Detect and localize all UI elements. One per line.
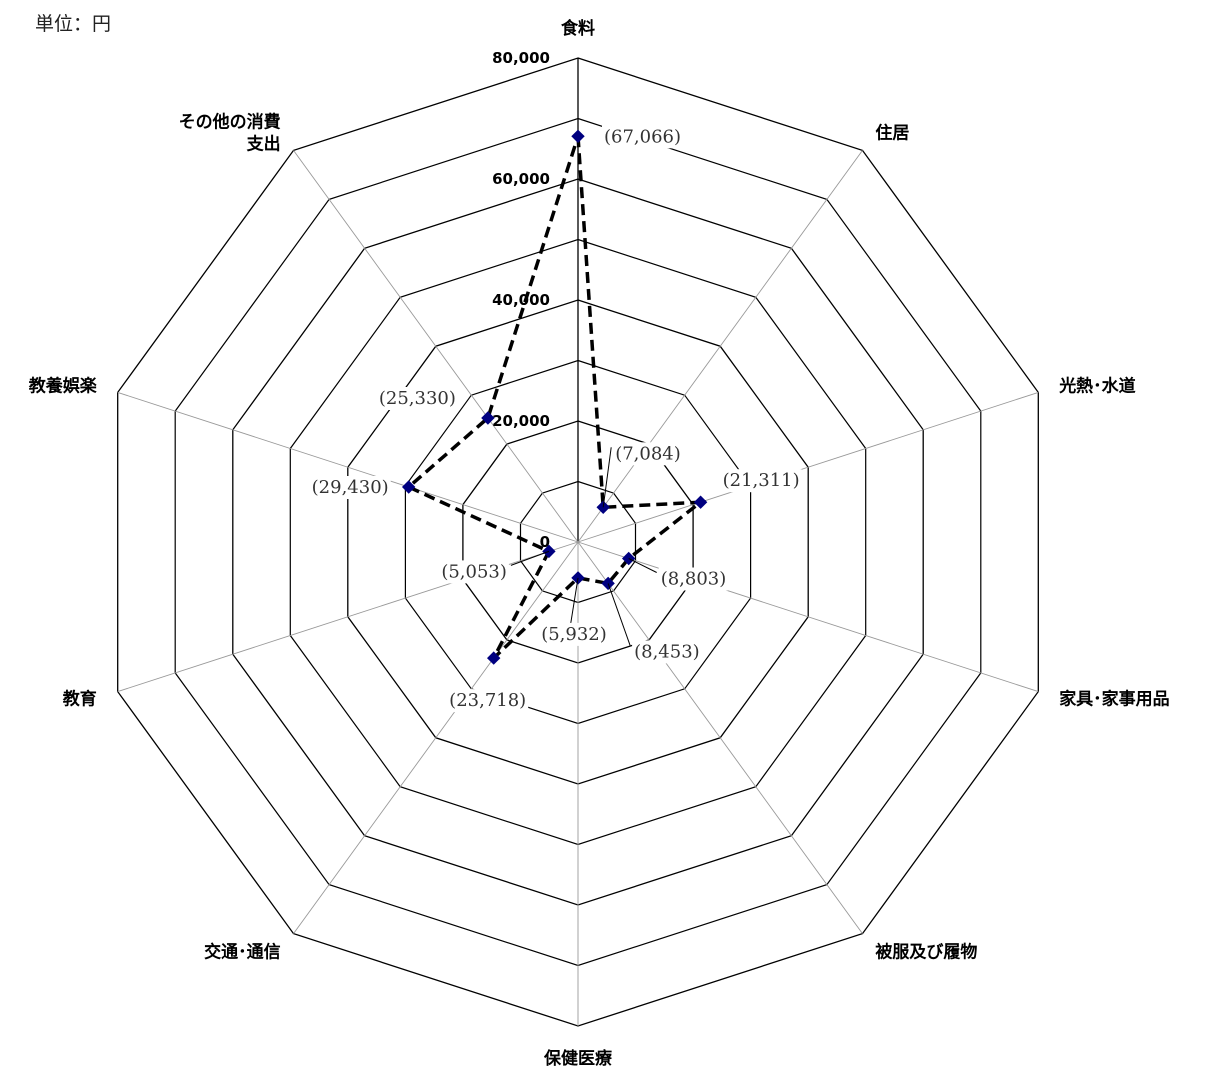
- data-label-leader-4: [628, 558, 657, 573]
- data-label-5: (8,453): [634, 641, 700, 662]
- data-label-bg-5: [632, 640, 702, 664]
- data-label-1: (67,066): [604, 126, 681, 147]
- data-label-7: (23,718): [449, 690, 526, 711]
- data-point-7: [486, 651, 501, 665]
- data-label-2: (7,084): [615, 443, 681, 464]
- data-label-8: (5,053): [441, 561, 507, 582]
- data-label-bg-6: [539, 622, 609, 646]
- category-label-8: 教育: [62, 688, 97, 709]
- data-label-9: (29,430): [312, 477, 389, 498]
- spoke-4: [577, 541, 1039, 693]
- category-label-10: その他の消費支出: [179, 112, 281, 155]
- series-expenditure: [401, 129, 708, 665]
- category-label-2: 住居: [875, 123, 909, 144]
- data-label-bg-2: [613, 442, 683, 466]
- tick-label-3: 40,000: [492, 291, 550, 309]
- data-label-leader-6: [569, 577, 579, 628]
- data-label-4: (8,803): [661, 569, 727, 590]
- spoke-5: [577, 541, 863, 934]
- data-labels: (67,066) (7,084) (21,311) (8,803) (8,453) (5,…: [309, 125, 802, 713]
- category-label-6: 保健医療: [543, 1048, 613, 1069]
- tick-label-1: 0: [540, 533, 550, 551]
- data-label-bg-7: [447, 689, 529, 713]
- spoke-3: [577, 391, 1039, 543]
- spoke-2: [577, 150, 863, 543]
- data-label-bg-4: [658, 567, 729, 591]
- data-label-10: (25,330): [379, 388, 456, 409]
- category-label-7: 交通･通信: [204, 941, 281, 962]
- data-label-bg-3: [720, 469, 802, 493]
- data-label-leader-5: [607, 583, 631, 646]
- data-point-3: [693, 495, 708, 509]
- category-label-9: 教養娯楽: [28, 376, 98, 397]
- data-label-3: (21,311): [723, 470, 800, 491]
- spoke-7: [293, 541, 579, 934]
- data-label-6: (5,932): [541, 624, 607, 645]
- spoke-10: [293, 150, 579, 543]
- data-label-bg-10: [376, 387, 458, 410]
- category-label-1: 食料: [561, 18, 595, 39]
- data-point-10: [481, 411, 495, 425]
- data-label-leader-2: [602, 447, 612, 508]
- tick-label-4: 60,000: [492, 170, 550, 188]
- data-label-leader-8: [510, 550, 550, 566]
- spoke-9: [117, 391, 579, 543]
- category-label-3: 光熱･水道: [1058, 376, 1136, 397]
- data-label-bg-1: [602, 125, 683, 149]
- radar-spokes: [117, 58, 1039, 1026]
- unit-label: 単位：円: [35, 13, 111, 35]
- category-label-4: 家具･家事用品: [1059, 688, 1170, 709]
- data-label-bg-8: [439, 560, 509, 584]
- tick-label-5: 80,000: [492, 49, 550, 67]
- data-label-bg-9: [309, 476, 391, 499]
- data-point-1: [571, 129, 585, 144]
- tick-labels: 0 20,000 40,000 60,000 80,000: [492, 49, 550, 551]
- category-label-5: 被服及び履物: [875, 941, 977, 962]
- tick-label-2: 20,000: [492, 412, 550, 430]
- data-point-9: [401, 480, 416, 494]
